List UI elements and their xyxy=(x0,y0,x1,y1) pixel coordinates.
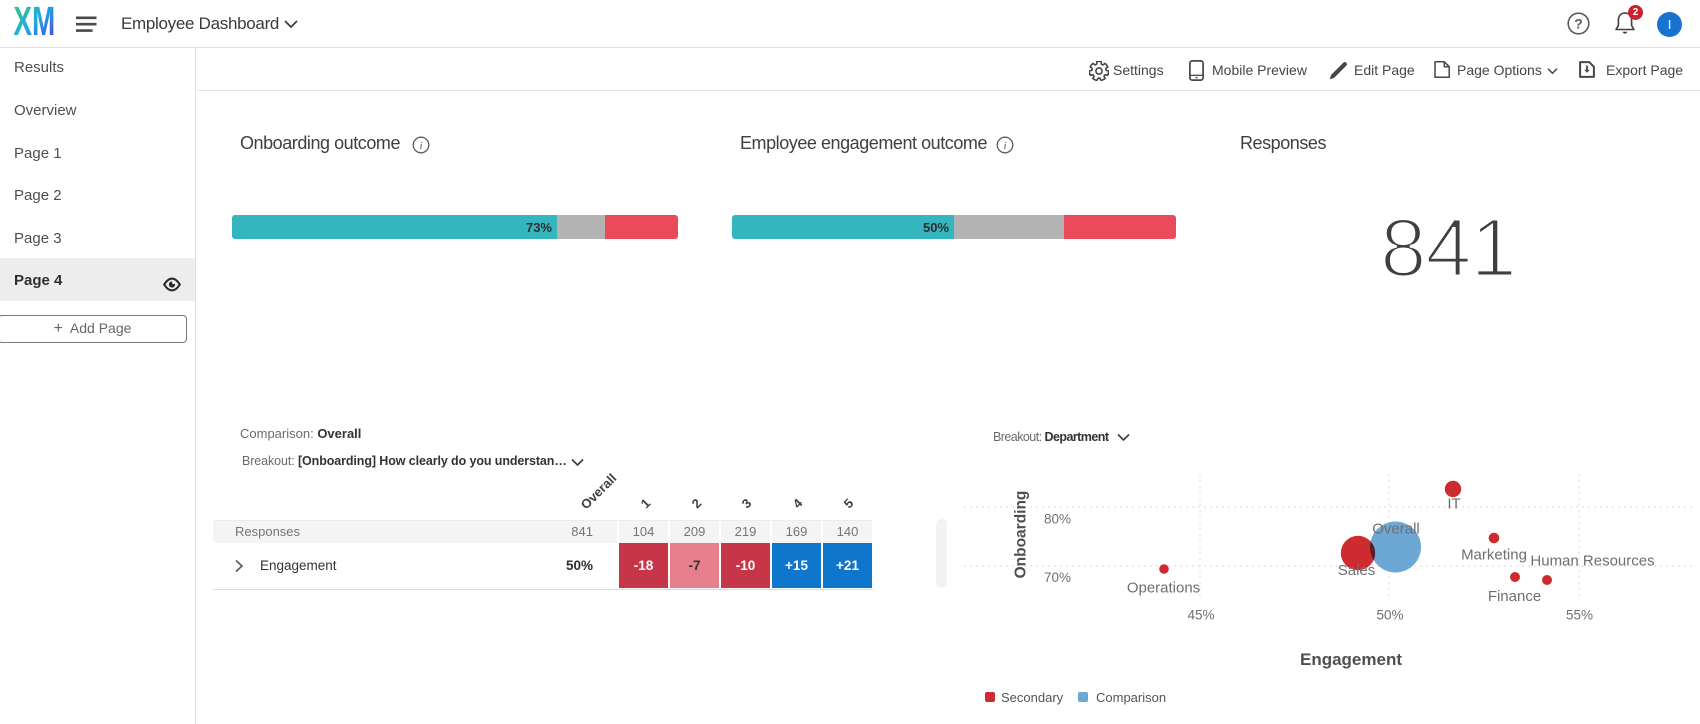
svg-text:i: i xyxy=(1003,140,1006,152)
svg-text:Comparison: Comparison xyxy=(1096,690,1166,705)
svg-text:Sales: Sales xyxy=(1338,562,1376,579)
svg-text:50%: 50% xyxy=(1376,608,1403,623)
svg-text:70%: 70% xyxy=(1044,570,1071,585)
svg-text:?: ? xyxy=(1574,16,1583,32)
svg-text:Onboarding: Onboarding xyxy=(1013,491,1030,579)
svg-text:Marketing: Marketing xyxy=(1461,547,1527,564)
svg-text:Engagement: Engagement xyxy=(1300,650,1402,669)
svg-text:IT: IT xyxy=(1447,496,1460,513)
svg-text:80%: 80% xyxy=(1044,512,1071,527)
svg-text:i: i xyxy=(419,140,422,152)
svg-text:Human Resources: Human Resources xyxy=(1530,553,1654,570)
svg-text:Finance: Finance xyxy=(1488,588,1541,605)
svg-text:XM: XM xyxy=(13,6,55,44)
svg-text:Operations: Operations xyxy=(1127,580,1200,597)
svg-text:Secondary: Secondary xyxy=(1001,690,1064,705)
svg-text:45%: 45% xyxy=(1187,608,1214,623)
svg-text:55%: 55% xyxy=(1566,608,1593,623)
svg-text:Overall: Overall xyxy=(1372,521,1420,538)
